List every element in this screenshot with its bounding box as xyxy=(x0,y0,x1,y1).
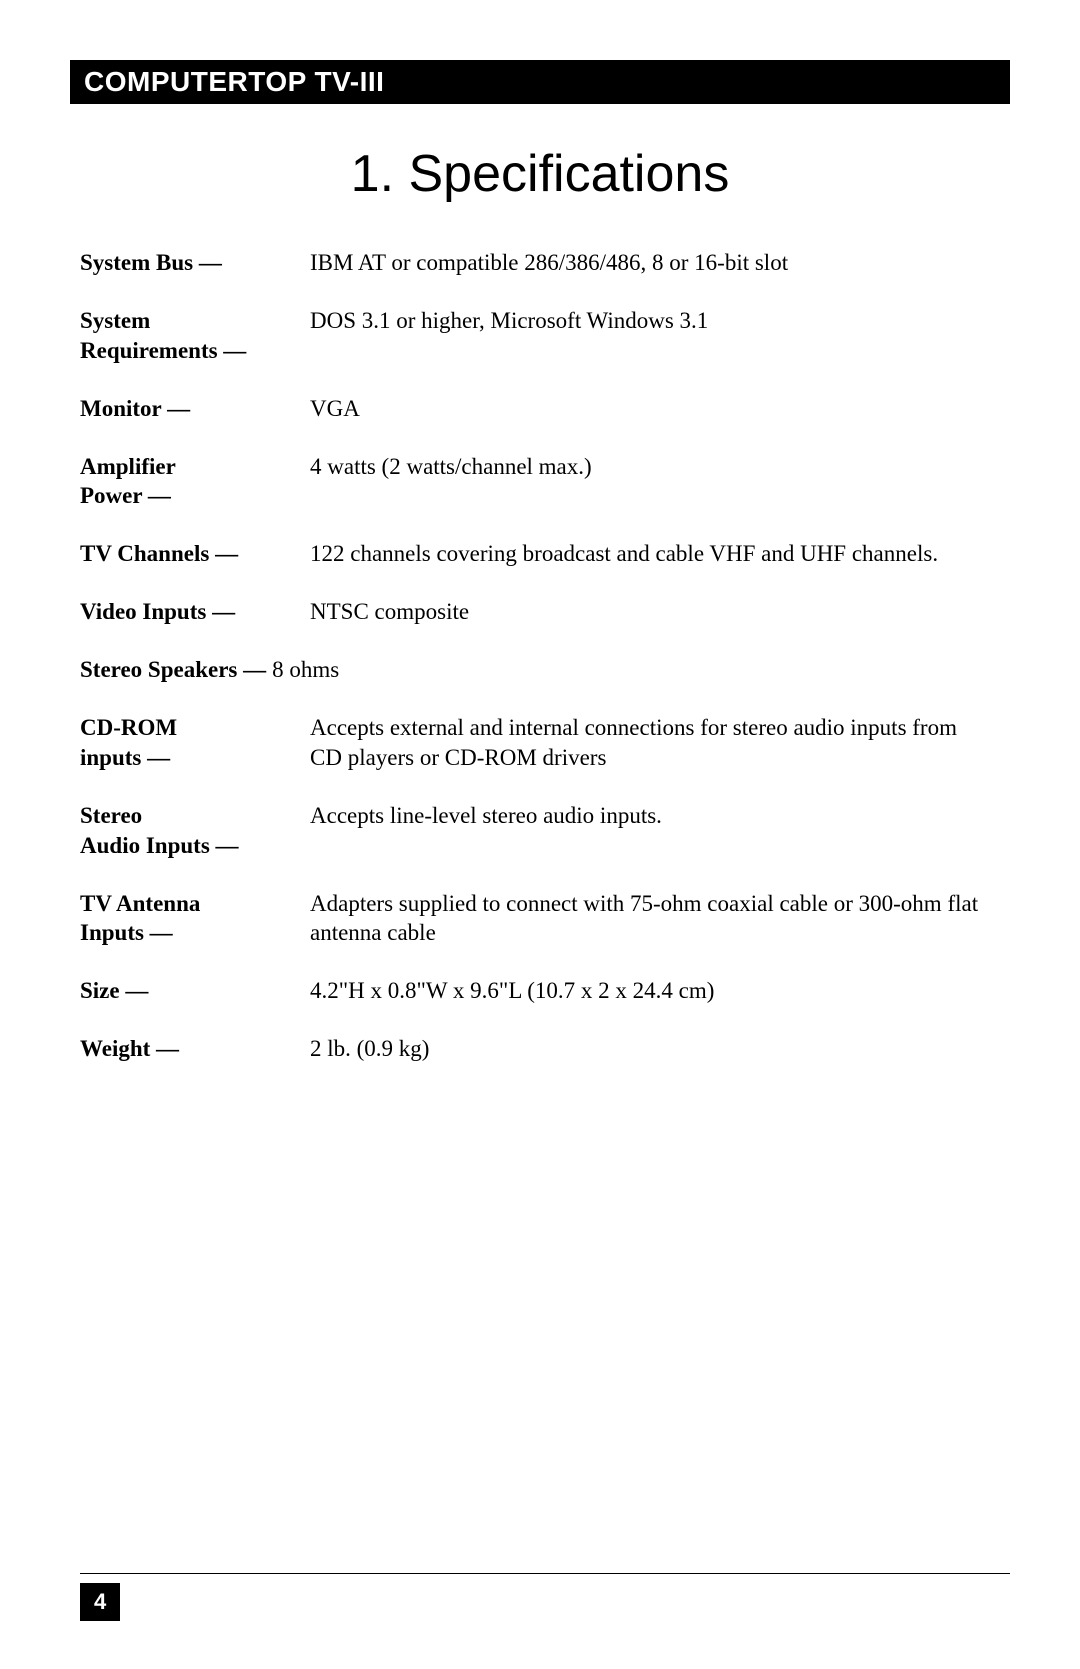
spec-label: System Requirements — xyxy=(80,306,310,366)
spec-row: Stereo Speakers — 8 ohms xyxy=(80,655,980,685)
spec-row: CD-ROM inputs — Accepts external and int… xyxy=(80,713,980,773)
spec-label: TV Antenna Inputs — xyxy=(80,889,310,949)
spec-label: Amplifier Power — xyxy=(80,452,310,512)
spec-value: Accepts external and internal connection… xyxy=(310,713,980,773)
spec-value: DOS 3.1 or higher, Microsoft Windows 3.1 xyxy=(310,306,980,336)
header-title: COMPUTERTOP TV-III xyxy=(84,66,384,97)
spec-label: System Bus — xyxy=(80,248,310,278)
specifications-list: System Bus — IBM AT or compatible 286/38… xyxy=(70,248,1010,1064)
spec-label: Weight — xyxy=(80,1034,310,1064)
page-number: 4 xyxy=(80,1583,120,1621)
spec-value: Accepts line-level stereo audio inputs. xyxy=(310,801,980,831)
spec-value: 2 lb. (0.9 kg) xyxy=(310,1034,980,1064)
spec-row: Stereo Audio Inputs — Accepts line-level… xyxy=(80,801,980,861)
spec-row: TV Channels — 122 channels covering broa… xyxy=(80,539,980,569)
spec-row: System Bus — IBM AT or compatible 286/38… xyxy=(80,248,980,278)
spec-label: CD-ROM inputs — xyxy=(80,713,310,773)
page-title: 1. Specifications xyxy=(70,144,1010,204)
document-header: COMPUTERTOP TV-III xyxy=(70,60,1010,104)
spec-value: VGA xyxy=(310,394,980,424)
spec-label: Stereo Speakers — xyxy=(80,655,266,685)
spec-value: NTSC composite xyxy=(310,597,980,627)
spec-value: 122 channels covering broadcast and cabl… xyxy=(310,539,980,569)
spec-value: 4 watts (2 watts/channel max.) xyxy=(310,452,980,482)
spec-label: Monitor — xyxy=(80,394,310,424)
spec-row: Weight — 2 lb. (0.9 kg) xyxy=(80,1034,980,1064)
spec-label: Size — xyxy=(80,976,310,1006)
spec-label: Video Inputs — xyxy=(80,597,310,627)
footer-divider xyxy=(80,1573,1010,1574)
spec-row: Size — 4.2"H x 0.8"W x 9.6"L (10.7 x 2 x… xyxy=(80,976,980,1006)
spec-label: Stereo Audio Inputs — xyxy=(80,801,310,861)
spec-row: Video Inputs — NTSC composite xyxy=(80,597,980,627)
spec-value: Adapters supplied to connect with 75-ohm… xyxy=(310,889,980,949)
spec-row: Monitor — VGA xyxy=(80,394,980,424)
spec-row: TV Antenna Inputs — Adapters supplied to… xyxy=(80,889,980,949)
spec-label: TV Channels — xyxy=(80,539,310,569)
spec-row: Amplifier Power — 4 watts (2 watts/chann… xyxy=(80,452,980,512)
spec-row: System Requirements — DOS 3.1 or higher,… xyxy=(80,306,980,366)
spec-value: 8 ohms xyxy=(272,655,339,685)
spec-value: 4.2"H x 0.8"W x 9.6"L (10.7 x 2 x 24.4 c… xyxy=(310,976,980,1006)
spec-value: IBM AT or compatible 286/386/486, 8 or 1… xyxy=(310,248,980,278)
